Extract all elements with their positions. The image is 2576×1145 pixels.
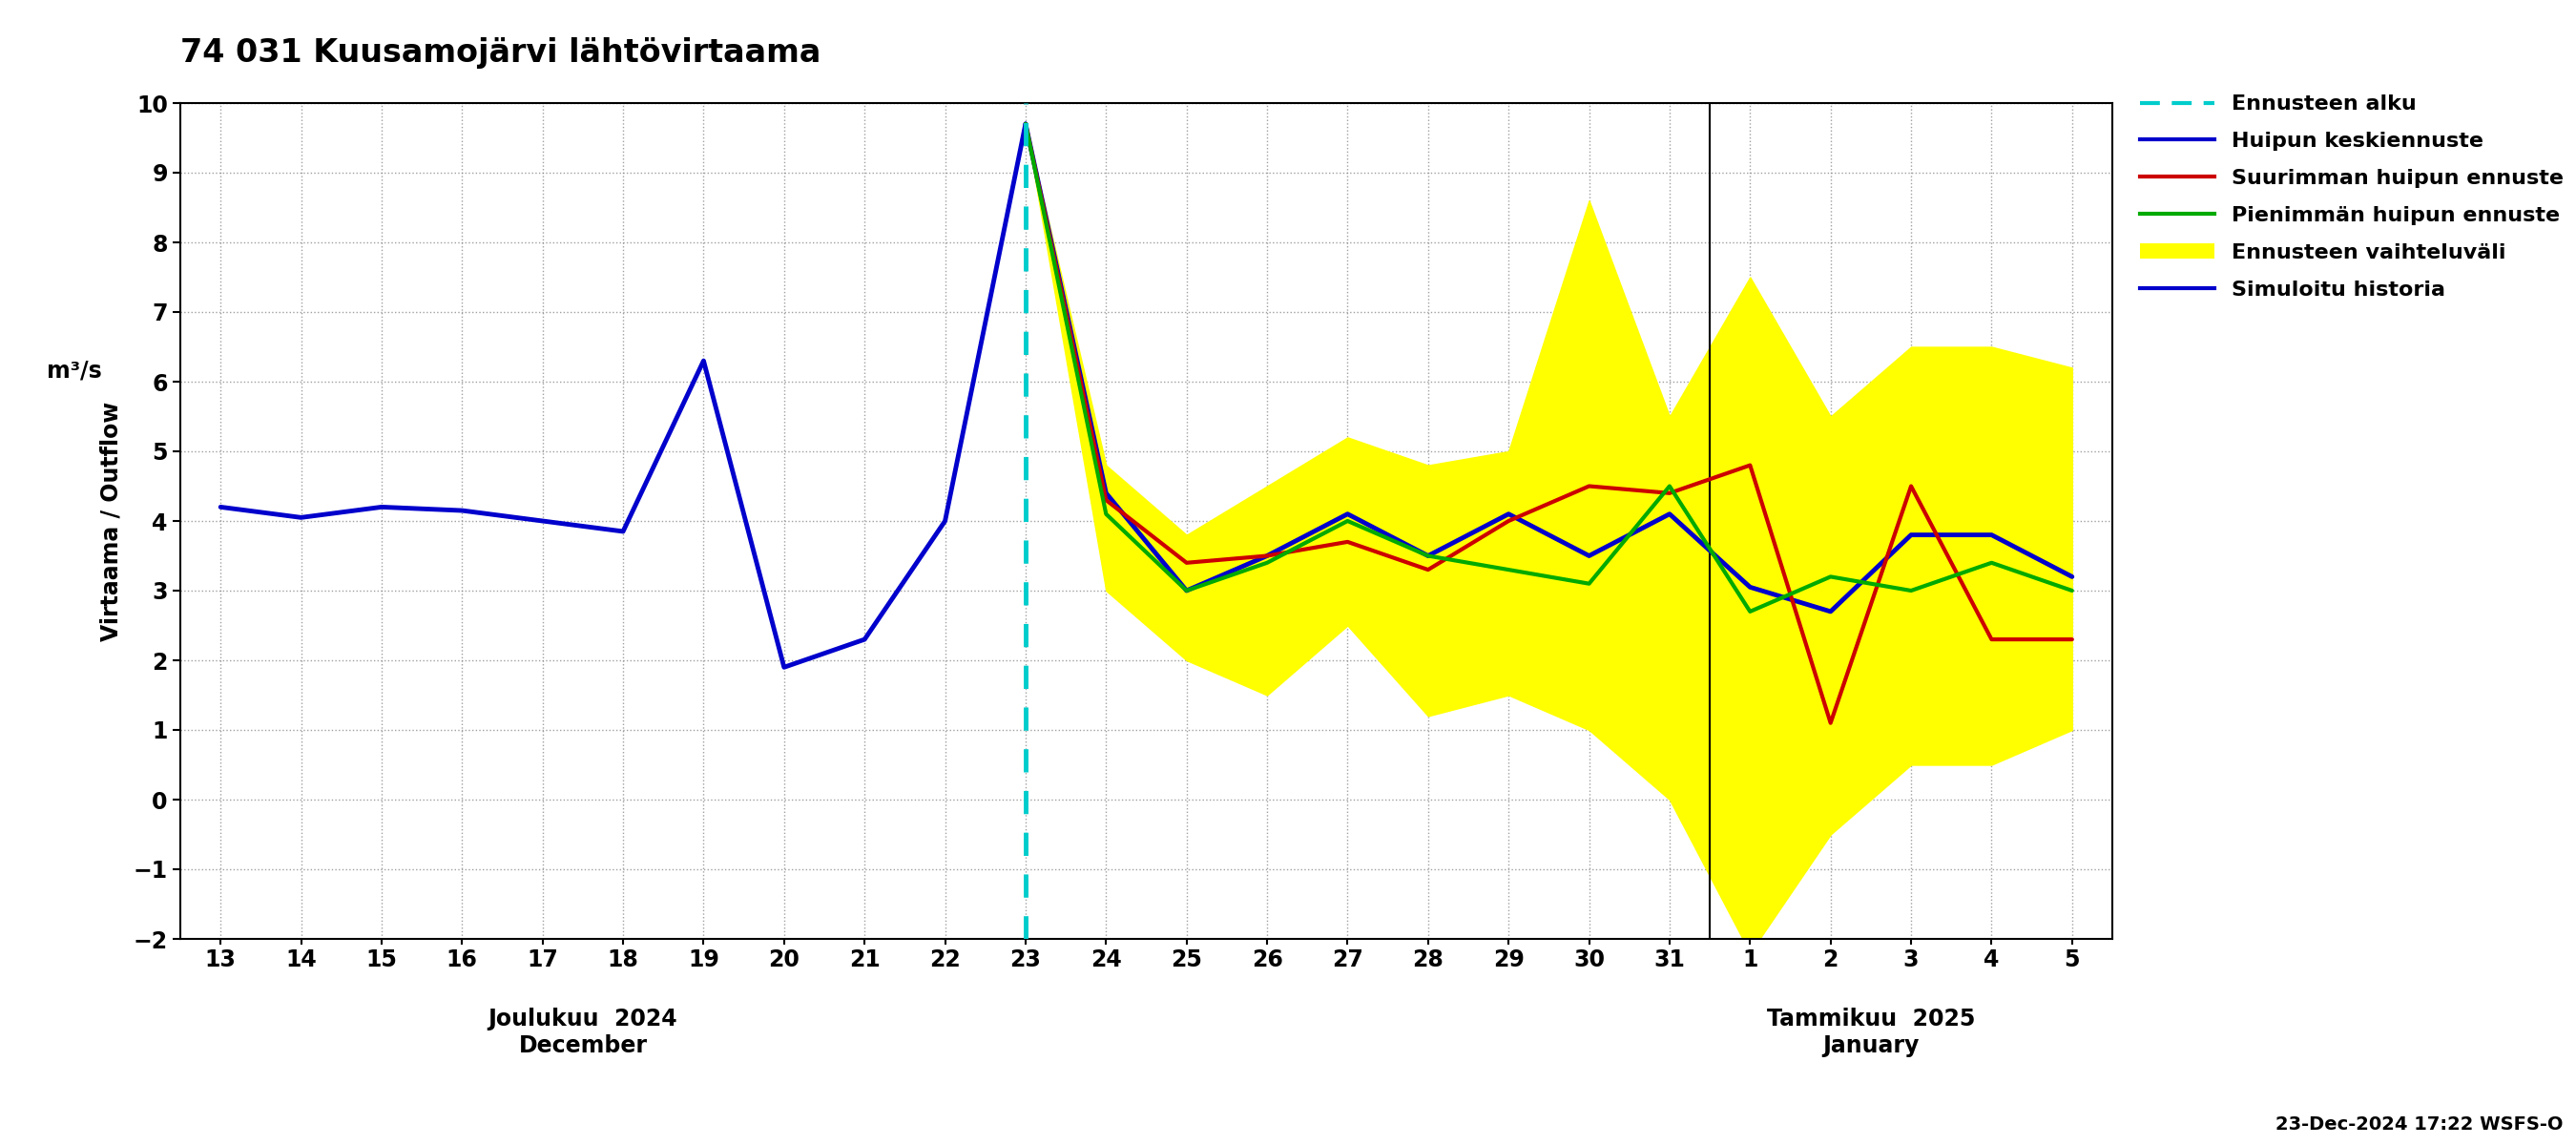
Text: Joulukuu  2024
December: Joulukuu 2024 December — [487, 1008, 677, 1057]
Text: 23-Dec-2024 17:22 WSFS-O: 23-Dec-2024 17:22 WSFS-O — [2275, 1115, 2563, 1134]
Legend: Ennusteen alku, Huipun keskiennuste, Suurimman huipun ennuste, Pienimmän huipun : Ennusteen alku, Huipun keskiennuste, Suu… — [2133, 86, 2571, 308]
Text: m³/s: m³/s — [46, 360, 100, 382]
Y-axis label: Virtaama / Outflow: Virtaama / Outflow — [100, 401, 124, 641]
Text: Tammikuu  2025
January: Tammikuu 2025 January — [1767, 1008, 1976, 1057]
Text: 74 031 Kuusamojärvi lähtövirtaama: 74 031 Kuusamojärvi lähtövirtaama — [180, 38, 822, 69]
